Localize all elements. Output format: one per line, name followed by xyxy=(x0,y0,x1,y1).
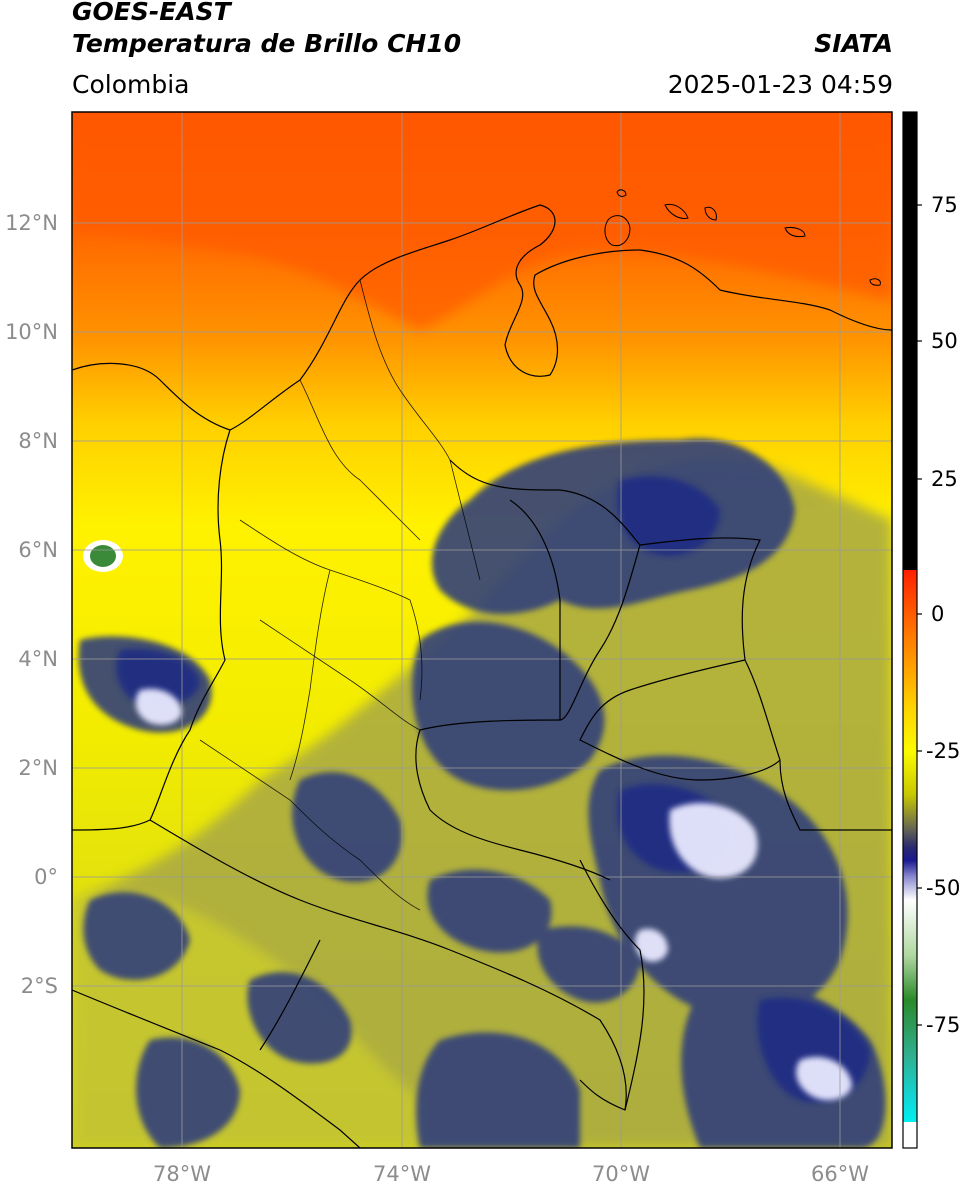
lat-tick-0: 0° xyxy=(34,865,58,889)
title-product: Temperatura de Brillo CH10 xyxy=(72,29,462,58)
brightness-temperature-imagery xyxy=(72,112,892,1148)
colorbar-frame xyxy=(902,111,918,1149)
colorbar-tick-50: 50 xyxy=(931,329,958,353)
colorbar: 75 50 25 0 -25 -50 -75 xyxy=(902,111,960,1149)
timestamp-label: 2025-01-23 04:59 xyxy=(667,70,893,99)
coastlines-borders xyxy=(72,204,892,1148)
colorbar-white-segment xyxy=(903,1122,917,1148)
region-label: Colombia xyxy=(72,70,190,99)
colorbar-tick-75: 75 xyxy=(931,193,958,217)
colorbar-cold-segment xyxy=(903,900,917,1122)
lat-tick-8n: 8°N xyxy=(18,429,58,453)
colorbar-tick-neg50: -50 xyxy=(926,876,960,900)
latitude-tick-labels: 12°N 10°N 8°N 6°N 4°N 2°N 0° 2°S xyxy=(5,211,58,998)
lon-tick-66w: 66°W xyxy=(811,1162,869,1186)
map-frame xyxy=(71,111,893,1149)
lon-tick-74w: 74°W xyxy=(373,1162,431,1186)
colorbar-tick-0: 0 xyxy=(931,602,944,626)
lat-tick-4n: 4°N xyxy=(18,647,58,671)
colorbar-tick-neg75: -75 xyxy=(926,1013,960,1037)
lat-tick-10n: 10°N xyxy=(5,320,58,344)
gridlines xyxy=(72,112,892,1148)
colorbar-black-segment xyxy=(903,112,917,570)
lat-tick-2n: 2°N xyxy=(18,756,58,780)
longitude-tick-labels: 78°W 74°W 70°W 66°W xyxy=(153,1162,869,1186)
colorbar-tick-25: 25 xyxy=(931,467,958,491)
organization-label: SIATA xyxy=(814,29,893,58)
title-satellite: GOES-EAST xyxy=(72,0,231,26)
lat-tick-2s: 2°S xyxy=(21,974,58,998)
colorbar-warm-segment xyxy=(903,570,917,900)
lat-tick-6n: 6°N xyxy=(18,538,58,562)
lon-tick-78w: 78°W xyxy=(153,1162,211,1186)
lat-tick-12n: 12°N xyxy=(5,211,58,235)
colorbar-tick-neg25: -25 xyxy=(926,739,960,763)
lon-tick-70w: 70°W xyxy=(592,1162,650,1186)
